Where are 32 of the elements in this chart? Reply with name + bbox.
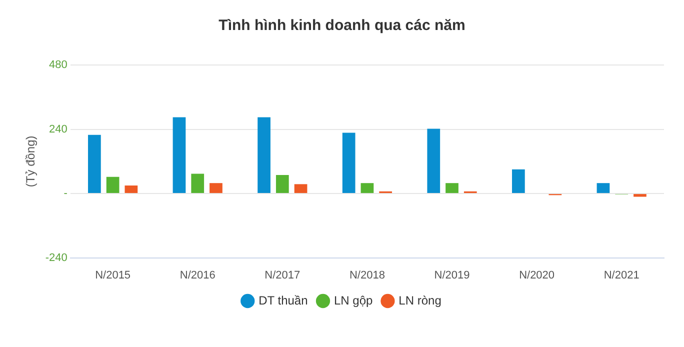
y-tick-label: 240 xyxy=(49,123,68,136)
bar xyxy=(88,134,101,194)
bar xyxy=(512,169,525,194)
bar xyxy=(342,132,356,194)
bar xyxy=(210,183,222,194)
bar xyxy=(124,186,138,194)
bar xyxy=(106,176,120,194)
x-tick-label: N/2017 xyxy=(264,269,300,282)
bar xyxy=(276,175,289,194)
chart-title: Tình hình kinh doanh qua các năm xyxy=(218,17,466,34)
bar xyxy=(191,174,204,194)
bar xyxy=(294,184,308,194)
bar xyxy=(360,183,374,194)
y-tick-label: -240 xyxy=(45,252,68,264)
x-tick-label: N/2021 xyxy=(604,269,640,282)
bar xyxy=(596,183,610,194)
legend-label: DT thuần xyxy=(258,293,308,308)
x-tick-label: N/2018 xyxy=(349,269,385,282)
bar xyxy=(446,183,458,194)
bar xyxy=(427,128,440,194)
bar xyxy=(258,117,270,194)
legend-label: LN ròng xyxy=(398,293,442,308)
x-tick-label: N/2020 xyxy=(519,269,555,282)
x-tick-label: N/2015 xyxy=(95,269,131,282)
legend-label: LN gộp xyxy=(334,293,374,308)
y-tick-label: - xyxy=(64,188,68,200)
bar xyxy=(634,194,646,197)
bar xyxy=(172,117,186,194)
y-axis-title: (Tỷ đồng) xyxy=(24,136,38,188)
x-tick-label: N/2016 xyxy=(180,269,216,282)
y-tick-label: 480 xyxy=(49,59,68,72)
x-tick-label: N/2019 xyxy=(434,269,470,282)
